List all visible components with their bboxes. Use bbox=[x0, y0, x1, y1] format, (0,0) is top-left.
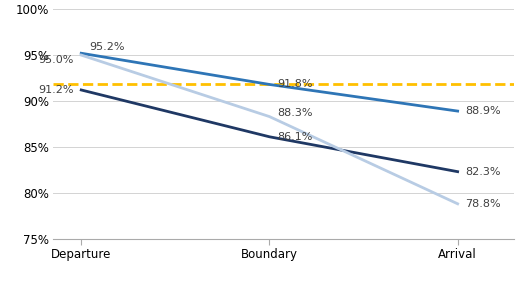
Text: 86.1%: 86.1% bbox=[277, 132, 312, 142]
Text: 88.3%: 88.3% bbox=[277, 108, 313, 118]
Text: 91.2%: 91.2% bbox=[38, 85, 74, 95]
Text: 95.0%: 95.0% bbox=[38, 55, 74, 65]
Text: 88.9%: 88.9% bbox=[465, 106, 501, 116]
Text: 91.8%: 91.8% bbox=[277, 80, 313, 89]
Text: 82.3%: 82.3% bbox=[465, 167, 501, 177]
Text: 78.8%: 78.8% bbox=[465, 199, 501, 209]
Legend: Northern, North-eastern, Eastern, Target: Northern, North-eastern, Eastern, Target bbox=[104, 301, 463, 306]
Text: 95.2%: 95.2% bbox=[89, 42, 124, 52]
